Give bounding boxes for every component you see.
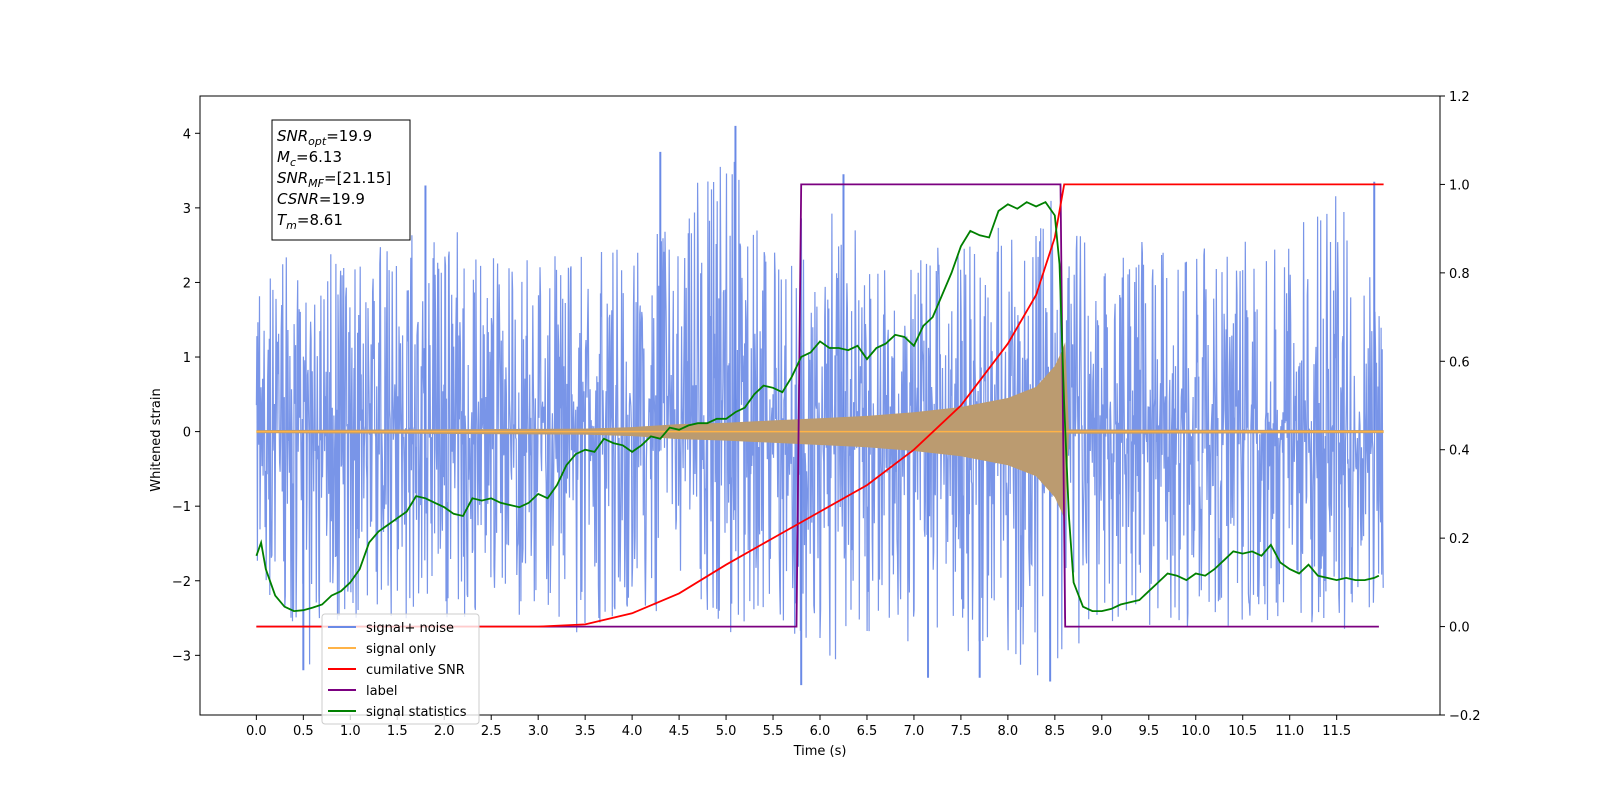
x-tick-label: 8.5 <box>1045 724 1066 739</box>
annotation-subscript: c <box>290 156 296 169</box>
x-tick-label: 2.5 <box>481 724 502 739</box>
x-tick-label: 9.0 <box>1091 724 1112 739</box>
y-left-tick-label: 4 <box>183 127 191 142</box>
x-tick-label: 1.5 <box>387 724 408 739</box>
y-right-tick-label: −0.2 <box>1449 709 1481 724</box>
y-left-tick-label: 1 <box>183 351 191 366</box>
annotation-symbol: T <box>277 211 288 229</box>
annotation-subscript: opt <box>308 135 327 148</box>
annotation-symbol: SNR <box>277 169 308 187</box>
x-tick-label: 3.5 <box>575 724 596 739</box>
y-left-tick-label: 3 <box>183 202 191 217</box>
x-tick-label: 4.5 <box>669 724 690 739</box>
x-tick-label: 7.5 <box>951 724 972 739</box>
x-tick-label: 2.0 <box>434 724 455 739</box>
annotation-line: Mc=6.13 <box>277 148 342 169</box>
line-series-group <box>255 183 1384 628</box>
x-tick-label: 4.0 <box>622 724 643 739</box>
legend-frame <box>321 613 480 725</box>
x-tick-label: 10.0 <box>1181 724 1210 739</box>
annotation-value: =6.13 <box>296 148 342 166</box>
x-tick-label: 10.5 <box>1228 724 1257 739</box>
x-tick-label: 8.0 <box>998 724 1019 739</box>
signal-only-series <box>256 342 1384 522</box>
y-right-tick-label: 0.4 <box>1449 444 1470 459</box>
y-left-tick-label: 2 <box>183 276 191 291</box>
annotation-symbol: SNR <box>277 127 308 145</box>
annotation-line: Tm=8.61 <box>277 211 343 232</box>
signal-statistics-line <box>255 200 1380 613</box>
annotation-line: CSNR=19.9 <box>277 190 365 208</box>
annotation-subscript: MF <box>308 177 324 190</box>
x-tick-label: 1.0 <box>340 724 361 739</box>
signal-noise-series <box>255 125 1384 686</box>
x-tick-label: 9.5 <box>1138 724 1159 739</box>
annotation-value: =8.61 <box>297 211 343 229</box>
annotation-value: =[21.15] <box>324 169 391 187</box>
annotation-value: =19.9 <box>319 190 365 208</box>
x-tick-label: 7.0 <box>904 724 925 739</box>
x-tick-label: 3.0 <box>528 724 549 739</box>
annotation-value: =19.9 <box>326 127 372 145</box>
x-tick-label: 11.5 <box>1322 724 1351 739</box>
x-tick-label: 6.5 <box>857 724 878 739</box>
x-tick-label: 0.0 <box>246 724 267 739</box>
y-right-tick-label: 1.0 <box>1449 178 1470 193</box>
y-right-tick-label: 0.0 <box>1449 621 1470 636</box>
x-axis-title: Time (s) <box>793 744 847 759</box>
annotation-line: SNRMF=[21.15] <box>277 169 391 190</box>
annotation-frame <box>271 119 411 241</box>
y-left-tick-label: 0 <box>183 426 191 441</box>
legend: signal+ noise signal only cumilative SNR la… <box>321 613 480 725</box>
annotation-subscript: m <box>286 219 297 232</box>
y-axis-title: Whitened strain <box>149 388 164 491</box>
annotation-symbol: M <box>277 148 290 166</box>
y-right-tick-label: 0.2 <box>1449 532 1470 547</box>
y-right-tick-label: 0.6 <box>1449 355 1470 370</box>
stats-annotation-box: SNRopt=19.9Mc=6.13SNRMF=[21.15]CSNR=19.9… <box>271 119 411 241</box>
x-tick-label: 5.0 <box>716 724 737 739</box>
legend-label: cumilative SNR <box>366 663 465 678</box>
legend-label: signal only <box>366 642 436 657</box>
y-left-tick-label: −3 <box>172 649 191 664</box>
x-tick-label: 11.0 <box>1275 724 1304 739</box>
legend-label: signal statistics <box>366 705 467 720</box>
annotation-symbol: CSNR <box>277 190 319 208</box>
y-left-tick-label: −1 <box>172 500 191 515</box>
x-tick-label: 6.0 <box>810 724 831 739</box>
legend-label: signal+ noise <box>366 621 454 636</box>
x-tick-label: 0.5 <box>293 724 314 739</box>
legend-label: label <box>366 684 397 699</box>
label-line <box>256 183 1379 628</box>
annotation-line: SNRopt=19.9 <box>277 127 372 148</box>
axes: 0.0 0.5 1.0 1.5 2.0 2.5 3.0 3.5 4.0 4.5 5.0 5.5 6.0 6… <box>172 90 1481 739</box>
y-right-tick-label: 0.8 <box>1449 267 1470 282</box>
y-left-tick-label: −2 <box>172 575 191 590</box>
signal-noise-line <box>255 161 1384 676</box>
x-tick-label: 5.5 <box>763 724 784 739</box>
y-right-tick-label: 1.2 <box>1449 90 1470 105</box>
